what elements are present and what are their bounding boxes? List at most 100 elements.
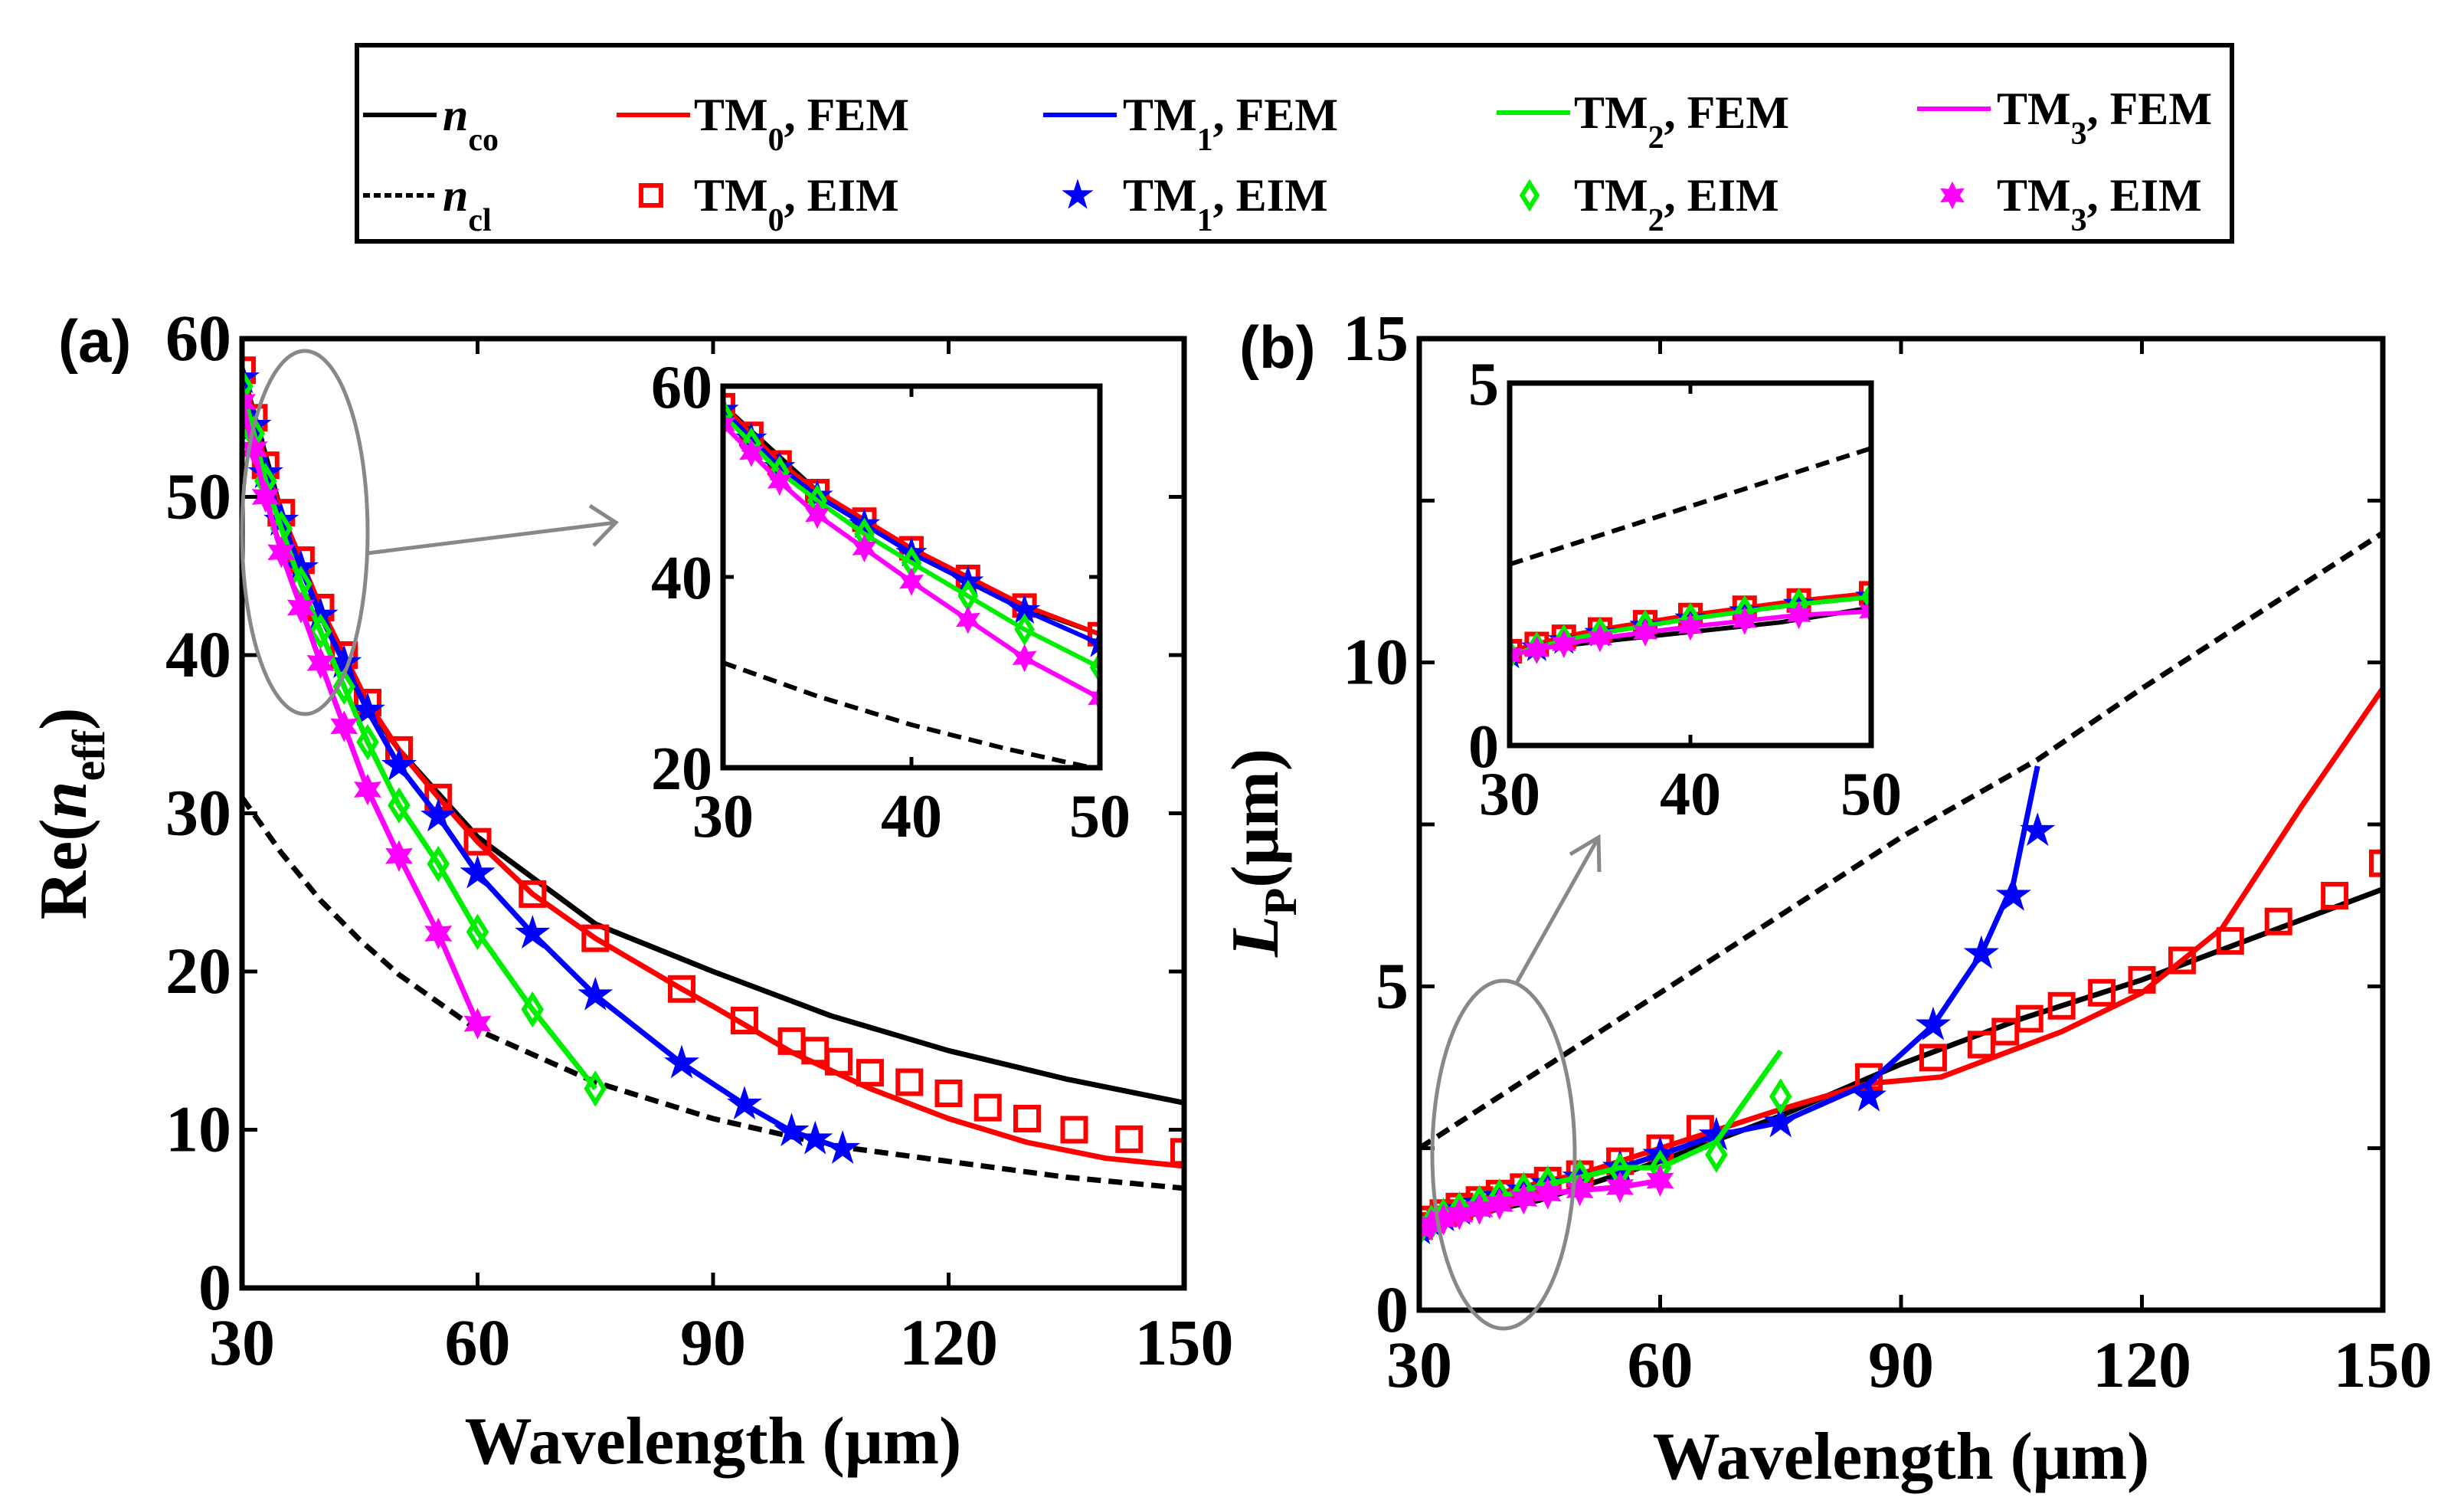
panel-label: (b) xyxy=(1239,313,1316,381)
legend-label-suffix: , FEM xyxy=(784,90,909,140)
series-n-cl xyxy=(242,795,1184,1191)
square-marker xyxy=(2321,881,2349,909)
legend-label-main: TM xyxy=(1574,170,1648,221)
hexagram-marker xyxy=(805,500,830,529)
square-marker xyxy=(242,356,256,385)
x-tick-label: 120 xyxy=(899,1306,998,1379)
x-axis-label: Wavelength (μm) xyxy=(465,1404,962,1479)
hexagram-marker xyxy=(1940,181,1965,210)
plot-series xyxy=(1419,530,2383,1247)
y-tick-label: 5 xyxy=(1376,949,1409,1022)
inset-y-tick-label: 0 xyxy=(1468,713,1499,781)
hexagram-marker xyxy=(1786,601,1811,630)
square-marker xyxy=(2369,849,2383,877)
x-tick-label: 60 xyxy=(445,1306,511,1379)
plot-series xyxy=(242,356,1184,1191)
square-marker xyxy=(1013,1105,1041,1133)
y-axis-label-close: ) xyxy=(27,708,101,730)
x-tick-label: 90 xyxy=(680,1306,746,1379)
square-marker xyxy=(723,392,735,418)
hexagram-marker xyxy=(267,536,296,569)
inset-y-tick-label: 5 xyxy=(1468,351,1499,418)
inset-plot-area xyxy=(1510,383,1871,745)
star-marker xyxy=(578,976,614,1011)
hexagram-marker xyxy=(1606,1171,1634,1204)
diamond-marker xyxy=(242,368,254,405)
legend-label-sub: 3 xyxy=(2071,116,2087,152)
square-marker xyxy=(825,1047,852,1076)
legend-label: TM0, EIM xyxy=(694,170,899,238)
legend-label: TM3, EIM xyxy=(1997,170,2202,238)
legend-entry: ncl xyxy=(363,170,492,238)
square-marker xyxy=(731,1007,758,1035)
legend-label-main: TM xyxy=(1123,90,1197,140)
square-marker xyxy=(2216,927,2244,955)
hexagram-marker xyxy=(1510,1182,1538,1215)
legend-label: nco xyxy=(443,90,499,158)
legend-label-sub: 0 xyxy=(768,203,784,238)
legend-label: TM1, FEM xyxy=(1123,90,1338,158)
hexagram-marker xyxy=(767,467,792,496)
star-marker xyxy=(1850,1077,1887,1112)
y-axis-label-italic: n xyxy=(27,781,101,819)
diamond-marker xyxy=(466,913,489,951)
annotations xyxy=(240,349,1602,1331)
legend-entry: TM3, EIM xyxy=(1940,170,2202,238)
inset-plot-series xyxy=(1510,445,1871,672)
panel-b: 30 60 90 120 150 0 5 10 15 30 40 50 0 5 (b) Wavelength … xyxy=(1219,301,2433,1494)
series-line xyxy=(1419,530,2383,1151)
legend-label-suffix: , FEM xyxy=(2087,84,2212,134)
diamond-marker xyxy=(427,845,450,883)
series-line xyxy=(242,795,1184,1191)
square-marker xyxy=(2047,991,2076,1020)
hexagram-marker xyxy=(955,605,980,634)
zoom-arrow-a xyxy=(367,503,619,555)
hexagram-marker xyxy=(424,917,453,950)
square-marker xyxy=(2015,1004,2044,1033)
y-tick-label: 0 xyxy=(198,1250,231,1324)
panel-label: (a) xyxy=(58,307,131,375)
diamond-marker xyxy=(309,613,332,650)
hexagram-marker xyxy=(852,534,877,563)
hexagram-marker xyxy=(738,438,764,467)
hexagram-marker xyxy=(330,710,358,742)
hexagram-marker xyxy=(1678,612,1703,641)
legend-label-sub: cl xyxy=(468,203,491,238)
x-tick-label: 60 xyxy=(1628,1328,1693,1401)
hexagram-marker xyxy=(306,647,335,680)
legend-label: ncl xyxy=(443,170,492,238)
star-marker xyxy=(515,915,551,949)
x-tick-label: 150 xyxy=(1135,1306,1234,1379)
hexagram-marker xyxy=(1566,1174,1594,1207)
square-marker xyxy=(973,1093,1002,1122)
series-n-cl xyxy=(1510,445,1871,567)
diamond-marker xyxy=(1860,580,1871,614)
inset-y-tick-label: 60 xyxy=(651,354,712,421)
star-marker xyxy=(1762,1103,1798,1138)
legend-label-sub: 1 xyxy=(1197,123,1213,158)
star-marker xyxy=(1062,179,1094,209)
square-marker xyxy=(668,975,695,1003)
inset-x-tick-label: 30 xyxy=(692,783,754,850)
legend-label-suffix: , EIM xyxy=(784,170,899,221)
hexagram-marker xyxy=(1588,624,1612,653)
legend-label-sub: 2 xyxy=(1648,120,1664,156)
star-marker xyxy=(242,359,260,394)
diamond-marker xyxy=(1519,179,1540,212)
zoom-region-ellipse-a xyxy=(240,349,370,716)
y-axis-label-sub: eff xyxy=(64,729,114,781)
square-marker xyxy=(1060,1116,1088,1144)
diamond-marker xyxy=(388,787,411,824)
hexagram-marker xyxy=(1732,606,1757,635)
legend-entry: TM2, FEM xyxy=(1497,87,1789,156)
star-marker xyxy=(663,1044,700,1079)
star-marker xyxy=(349,691,386,726)
legend-label-sub: 2 xyxy=(1648,203,1664,238)
diamond-marker xyxy=(1705,1136,1728,1173)
legend-label-main: TM xyxy=(694,90,768,140)
star-marker xyxy=(420,798,456,832)
diamond-marker xyxy=(521,991,545,1028)
series-tm3-eim xyxy=(1419,1165,1674,1246)
